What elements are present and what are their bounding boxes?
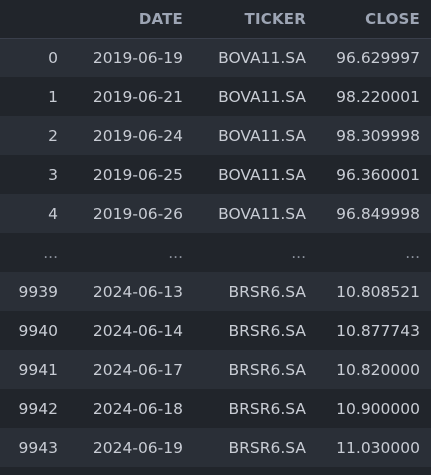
close-cell: 11.030000 [336,438,420,457]
index-column-header [0,0,58,39]
close-cell: 98.309998 [336,126,420,145]
row-index: 9942 [18,399,58,418]
row-index: 1 [48,87,58,106]
row-index: 0 [48,48,58,67]
row-index: 9943 [18,438,58,457]
row-padding [420,311,431,350]
ticker-column-header: TICKER [183,0,306,39]
date-cell: 2019-06-21 [92,87,183,106]
row-index: 4 [48,204,58,223]
row-padding [420,38,431,77]
close-cell: 96.629997 [336,48,420,67]
table-row: 0 2019-06-19 BOVA11.SA 96.629997 [0,38,431,77]
date-cell: 2019-06-19 [92,48,183,67]
row-padding [420,350,431,389]
close-cell: 10.877743 [336,321,420,340]
close-cell: ... [405,243,420,262]
ticker-cell: BOVA11.SA [218,204,306,223]
close-cell: 10.808521 [336,282,420,301]
close-cell: 10.900000 [336,399,420,418]
ticker-cell: BOVA11.SA [218,48,306,67]
date-cell: ... [168,243,183,262]
date-cell: 2024-06-13 [92,282,183,301]
row-padding [420,116,431,155]
table-row: 9941 2024-06-17 BRSR6.SA 10.820000 [0,350,431,389]
ticker-cell: BRSR6.SA [228,282,306,301]
close-cell: 10.820000 [336,360,420,379]
date-cell: 2024-06-14 [92,321,183,340]
table-row: 9943 2024-06-19 BRSR6.SA 11.030000 [0,428,431,467]
ticker-cell: BOVA11.SA [218,87,306,106]
ticker-cell: BRSR6.SA [228,399,306,418]
date-cell: 2019-06-26 [92,204,183,223]
ticker-cell: ... [291,243,306,262]
date-cell: 2019-06-25 [92,165,183,184]
date-cell: 2024-06-19 [92,438,183,457]
close-cell: 98.220001 [336,87,420,106]
ticker-cell: BRSR6.SA [228,321,306,340]
row-padding [420,77,431,116]
date-cell: 2019-06-24 [92,126,183,145]
table-row: 9939 2024-06-13 BRSR6.SA 10.808521 [0,272,431,311]
date-cell: 2024-06-17 [92,360,183,379]
ticker-cell: BRSR6.SA [228,438,306,457]
row-index: 9940 [18,321,58,340]
close-cell: 96.360001 [336,165,420,184]
table-row: 3 2019-06-25 BOVA11.SA 96.360001 [0,155,431,194]
date-cell: 2024-06-18 [92,399,183,418]
ticker-cell: BOVA11.SA [218,165,306,184]
ticker-cell: BRSR6.SA [228,360,306,379]
ellipsis-row: ... ... ... ... [0,233,431,272]
table-header: DATE TICKER CLOSE [0,0,431,39]
row-padding [420,233,431,272]
header-padding [420,0,431,39]
table-row: 9942 2024-06-18 BRSR6.SA 10.900000 [0,389,431,428]
row-padding [420,155,431,194]
table-body: 0 2019-06-19 BOVA11.SA 96.629997 1 2019-… [0,38,431,467]
table-row: 4 2019-06-26 BOVA11.SA 96.849998 [0,194,431,233]
table-row: 2 2019-06-24 BOVA11.SA 98.309998 [0,116,431,155]
row-index: 3 [48,165,58,184]
table-row: 9940 2024-06-14 BRSR6.SA 10.877743 [0,311,431,350]
row-index: 2 [48,126,58,145]
row-padding [420,272,431,311]
header-row: DATE TICKER CLOSE [0,0,431,39]
row-padding [420,389,431,428]
ticker-cell: BOVA11.SA [218,126,306,145]
row-padding [420,428,431,467]
close-column-header: CLOSE [306,0,420,39]
row-index: 9941 [18,360,58,379]
table-row: 1 2019-06-21 BOVA11.SA 98.220001 [0,77,431,116]
close-cell: 96.849998 [336,204,420,223]
date-column-header: DATE [58,0,183,39]
row-index: 9939 [18,282,58,301]
row-index: ... [43,243,58,262]
row-padding [420,194,431,233]
